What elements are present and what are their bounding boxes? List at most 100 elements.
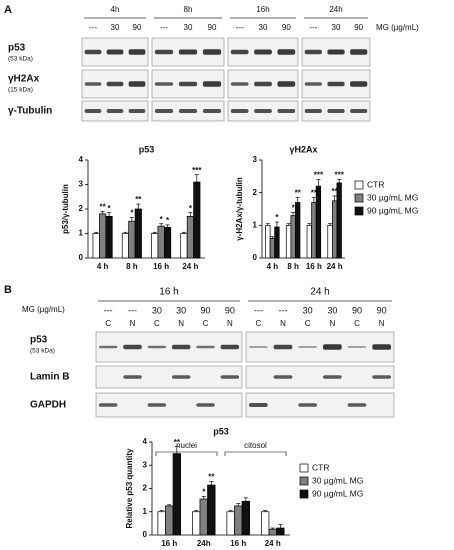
y-tick-label: 0 [143,530,148,539]
bar [269,238,276,259]
fraction-label: C [105,319,111,328]
band [196,403,215,407]
y-tick-label: 2 [253,188,258,197]
x-tick-label: 24 h [327,262,343,271]
error-bar [328,223,333,226]
error-bar [181,231,186,234]
legend-swatch [299,489,309,499]
y-tick-label: 3 [79,180,84,189]
group-label: nuclei [176,441,197,450]
band [372,375,392,379]
band [106,49,124,55]
y-tick-label: 4 [79,155,84,164]
fraction-label: C [255,319,261,328]
error-bar [316,179,321,187]
legend-swatch [354,193,364,203]
error-bar [286,223,291,226]
bar [192,511,201,536]
bar [261,511,270,536]
group-bracket [155,451,218,456]
y-tick-label: 2 [143,484,148,493]
band [277,81,296,87]
band [304,49,322,55]
time-header: 24 h [310,287,329,298]
band [298,403,318,407]
significance: ** [295,189,302,198]
x-tick-label: 24 h [265,539,281,548]
band [98,345,118,349]
y-tick-label: 1 [79,229,84,238]
band [220,375,240,379]
band [171,375,191,379]
band [350,109,368,113]
error-bar [100,211,105,214]
legend-swatch [354,180,364,190]
significance: * [130,209,134,218]
error-bar [311,197,316,203]
error-bar [188,212,193,217]
blot [245,392,395,418]
error-bar [332,195,337,201]
blot [95,365,243,389]
significance: ** [332,187,339,196]
dose-label: --- [254,305,263,315]
dose-label: 90 [282,23,291,32]
bar [268,528,277,536]
band [327,49,345,55]
chart-title: p53 [139,144,155,154]
bar [274,226,280,259]
bar [186,216,194,259]
significance: ** [135,195,142,204]
error-bar [291,211,296,216]
error-bar [194,174,199,183]
y-axis-label: γ-H2Ax/γ-tubulin [235,177,244,241]
band [248,403,268,407]
dose-axis-label: MG (µg/mL) [22,305,65,314]
band [350,49,368,55]
bar [157,225,165,259]
band [154,82,174,86]
band [248,346,268,348]
blot [245,331,395,363]
band [147,403,167,407]
error-bar [307,223,312,226]
chart-title: γH2Ax [289,144,317,154]
dose-label: 90 [352,305,362,315]
dose-label: --- [236,23,244,32]
error-bar [152,231,157,234]
y-tick-label: 1 [143,507,148,516]
significance: ** [174,438,181,447]
x-tick-label: 8 h [126,262,138,271]
legend-label: 30 µg/mL MG [367,192,418,202]
error-bar [136,203,141,209]
x-tick-label: 16 h [306,262,322,271]
error-bar [295,197,300,203]
band [304,82,322,86]
band [84,82,102,86]
bar [165,505,174,536]
y-tick-label: 4 [143,437,148,446]
row-weight: (53 kDa) [8,56,33,63]
error-bar [159,223,164,227]
fraction-label: N [329,319,335,328]
bar [234,505,243,536]
fraction-label: N [227,319,233,328]
error-bar [263,510,268,512]
chart-title: p53 [213,426,229,436]
band [178,49,198,55]
dose-label: 30 [303,305,313,315]
band [202,49,222,55]
significance: *** [314,171,324,180]
band [202,81,222,87]
x-tick-label: 4 h [267,262,279,271]
error-bar [265,223,270,226]
dose-label: 90 [200,305,210,315]
significance: * [166,216,170,225]
group-label: citosol [244,441,267,450]
blot [95,331,243,363]
bar [327,224,333,259]
legend-label: CTR [367,179,384,189]
significance: * [292,203,296,212]
row-label: Lamin B [30,372,69,383]
panel-label: B [4,284,12,296]
